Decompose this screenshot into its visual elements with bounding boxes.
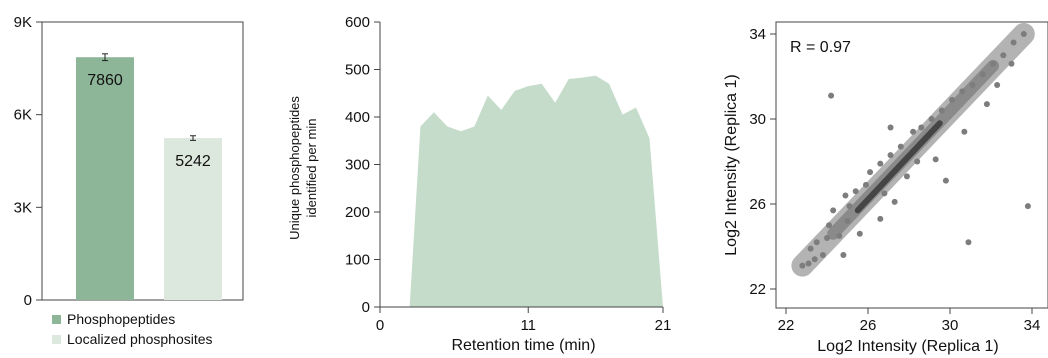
bar-chart-panel: 0 3K 6K 9K 7860 5242 Phosphopeptides Localized … [14, 14, 244, 347]
scatter-point [811, 256, 818, 263]
x-tick-label: 34 [1024, 317, 1041, 334]
scatter-point [836, 232, 843, 239]
y-tick-label: 34 [749, 26, 766, 43]
y-axis-title: Log2 Intensity (Replica 1) [723, 74, 740, 255]
y-tick-label: 9K [14, 14, 32, 31]
scatter-point [1024, 203, 1031, 210]
x-tick-label: 30 [942, 317, 959, 334]
legend-entry: Localized phosphosites [67, 331, 213, 347]
x-tick-label: 22 [778, 317, 795, 334]
scatter-point [969, 82, 976, 88]
x-axis-title: Log2 Intensity (Replica 1) [817, 338, 998, 355]
scatter-point [867, 169, 874, 176]
scatter-chart-panel: 22 26 30 34 22 26 30 34 R = 0.97 Log2 Intensity (… [723, 21, 1048, 355]
correlation-annotation: R = 0.97 [790, 39, 851, 56]
scatter-point [846, 203, 853, 210]
x-tick-label: 0 [376, 317, 384, 334]
y-tick-label: 3K [14, 199, 32, 216]
scatter-point [891, 198, 898, 205]
scatter-point [830, 207, 837, 214]
y-tick-label: 0 [362, 299, 370, 316]
scatter-point [1010, 39, 1017, 46]
area-chart-panel: 0 100 200 300 400 500 600 0 11 21 Retention time (… [287, 14, 671, 354]
y-axis-title-line-2: identified per min [304, 119, 319, 218]
scatter-point [877, 160, 884, 167]
scatter-point [819, 252, 826, 258]
bar-data-label: 5242 [175, 153, 211, 170]
scatter-point [887, 152, 894, 159]
x-tick-label: 11 [520, 317, 536, 334]
scatter-point [826, 222, 833, 229]
scatter-point [918, 124, 925, 131]
scatter-point [877, 215, 884, 222]
y-tick-label: 100 [345, 252, 370, 269]
scatter-point [994, 82, 1001, 88]
scatter-point [961, 128, 968, 135]
y-tick-label: 26 [749, 196, 766, 213]
scatter-point [813, 239, 820, 246]
scatter-point [983, 101, 990, 108]
scatter-point [903, 173, 910, 180]
scatter-point [949, 96, 956, 103]
scatter-point [881, 190, 888, 197]
scatter-point [887, 124, 894, 131]
scatter-point [979, 71, 986, 78]
scatter-point [842, 192, 849, 199]
legend-swatch [52, 315, 61, 324]
scatter-point [932, 156, 939, 163]
scatter-point [897, 143, 904, 150]
scatter-point [965, 239, 972, 246]
scatter-point [914, 158, 921, 165]
scatter-point [856, 230, 863, 237]
density-band-core [854, 120, 943, 214]
scatter-point [844, 218, 851, 224]
x-tick-label: 26 [860, 317, 877, 334]
scatter-point [938, 107, 945, 114]
y-tick-label: 600 [345, 14, 370, 31]
scatter-point [840, 252, 847, 258]
y-tick-label: 300 [345, 157, 370, 174]
scatter-point [828, 92, 835, 99]
plot-frame [41, 21, 244, 301]
scatter-point [928, 116, 935, 122]
y-tick-label: 0 [24, 292, 32, 309]
y-tick-label: 22 [749, 281, 766, 298]
y-axis-title-line-1: Unique phosphopeptides [287, 96, 302, 240]
bar-data-label: 7860 [87, 72, 123, 89]
scatter-point [862, 181, 869, 188]
scatter-point [910, 128, 917, 135]
y-tick-label: 400 [345, 109, 370, 126]
scatter-point [942, 177, 949, 184]
bar [164, 138, 222, 300]
y-tick-label: 30 [749, 111, 766, 128]
scatter-point [807, 245, 814, 252]
bar [76, 57, 134, 300]
legend-entry: Phosphopeptides [67, 311, 175, 327]
scatter-point [1000, 52, 1007, 59]
legend-swatch [52, 335, 61, 344]
x-tick-label: 21 [655, 317, 672, 334]
scatter-point [990, 60, 997, 67]
x-axis-title: Retention time (min) [451, 337, 595, 354]
scatter-point [824, 235, 830, 241]
scatter-point [1008, 60, 1015, 67]
scatter-point [799, 262, 806, 269]
scatter-point [959, 88, 966, 95]
plot-frame [775, 21, 1048, 309]
area-series [409, 75, 663, 307]
y-tick-label: 200 [345, 204, 370, 221]
y-tick-label: 500 [345, 62, 370, 79]
scatter-point [805, 260, 812, 267]
y-tick-label: 6K [14, 107, 32, 124]
scatter-point [1020, 31, 1027, 37]
scatter-point [852, 188, 859, 195]
